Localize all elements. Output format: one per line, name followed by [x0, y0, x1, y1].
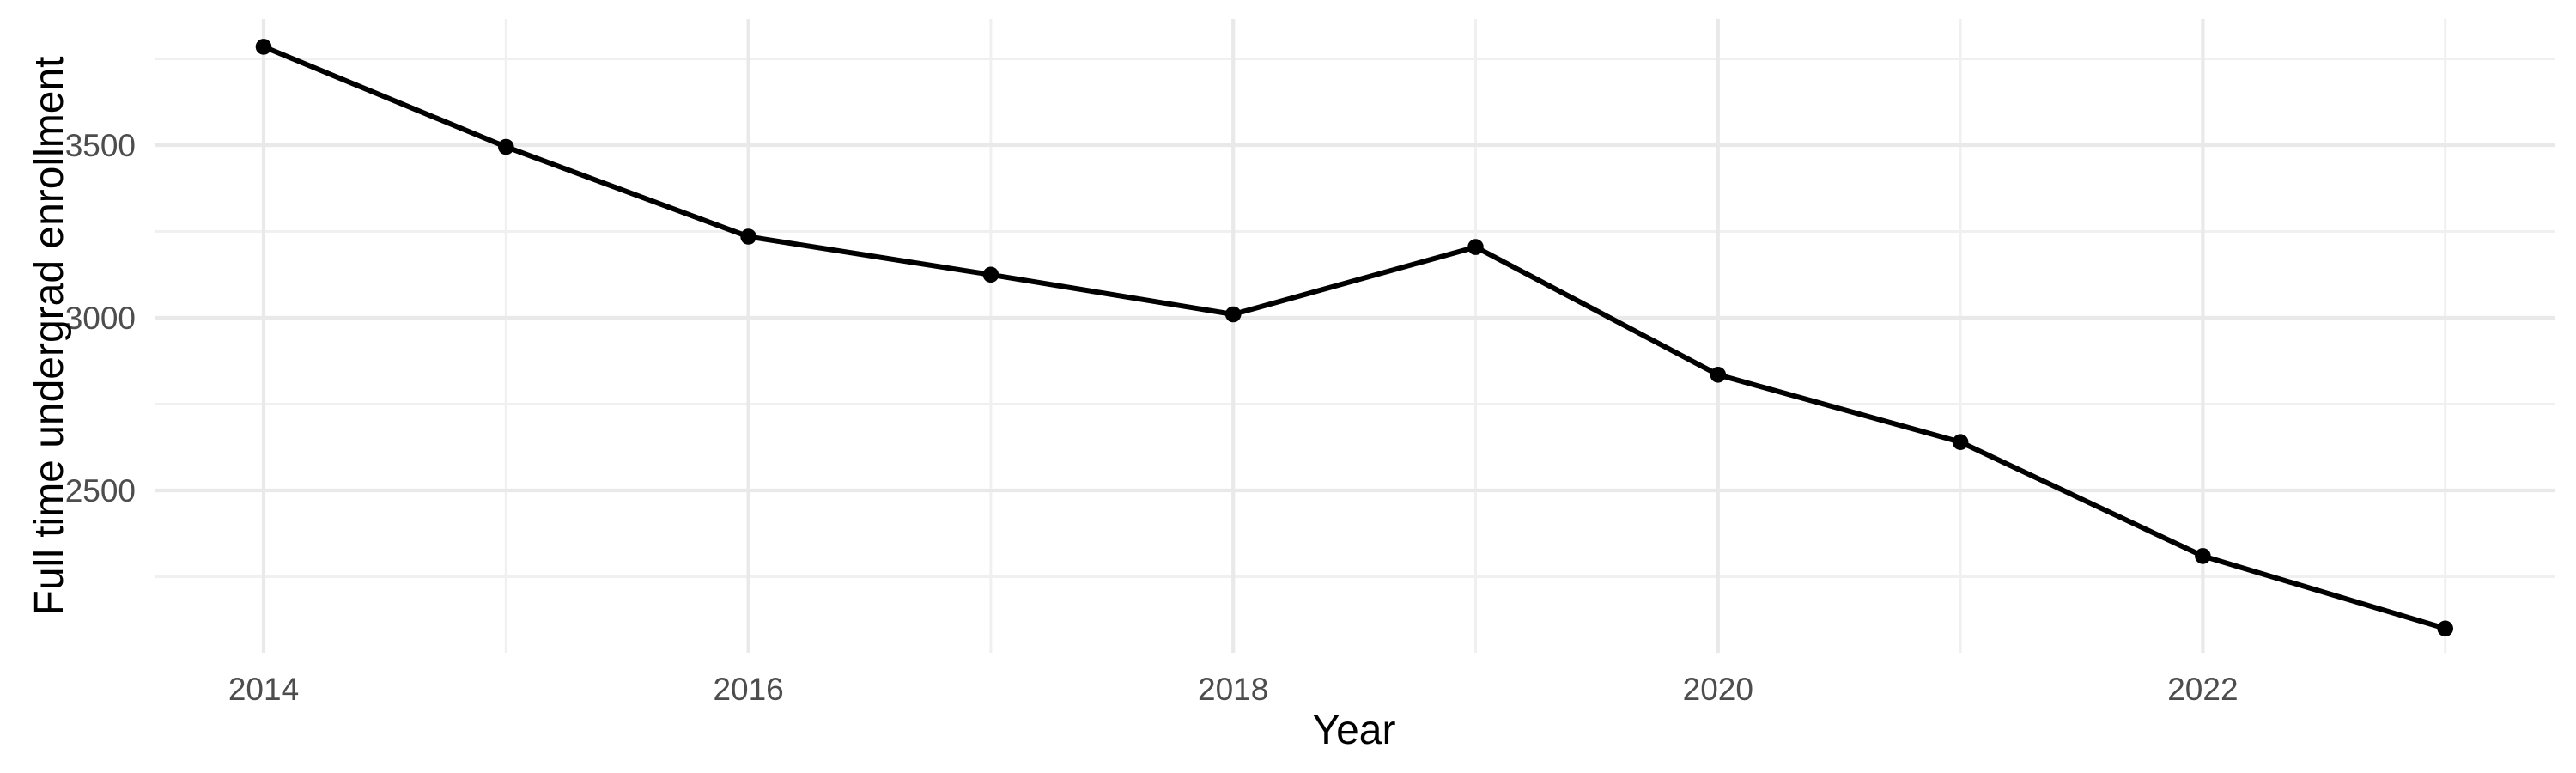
- minor-gridlines: [155, 19, 2555, 653]
- x-tick-label: 2018: [1198, 672, 1268, 707]
- x-tick-label: 2020: [1683, 672, 1753, 707]
- x-axis-tick-labels: 2014 2016 2018 2020 2022: [228, 672, 2239, 707]
- data-point: [740, 228, 756, 245]
- data-point: [1467, 239, 1484, 255]
- major-gridlines: [155, 19, 2555, 653]
- y-axis-tick-labels: 3500 3000 2500: [65, 128, 136, 508]
- x-tick-label: 2016: [713, 672, 783, 707]
- data-point: [255, 39, 272, 55]
- y-axis-title: Full time undergrad enrollment: [27, 57, 72, 616]
- y-tick-label: 3500: [65, 128, 136, 163]
- enrollment-trend-line: [262, 44, 2446, 631]
- data-series-layer: [255, 39, 2453, 637]
- x-tick-label: 2022: [2167, 672, 2238, 707]
- y-tick-label: 2500: [65, 473, 136, 508]
- data-point: [2437, 620, 2453, 637]
- data-point: [1710, 367, 1727, 383]
- data-point: [1952, 434, 1969, 450]
- x-tick-label: 2014: [228, 672, 299, 707]
- x-axis-title: Year: [1313, 708, 1396, 753]
- data-point: [982, 266, 999, 283]
- data-point: [2195, 548, 2211, 564]
- data-point: [1224, 306, 1242, 323]
- y-tick-label: 3000: [65, 301, 136, 336]
- data-point: [498, 138, 514, 155]
